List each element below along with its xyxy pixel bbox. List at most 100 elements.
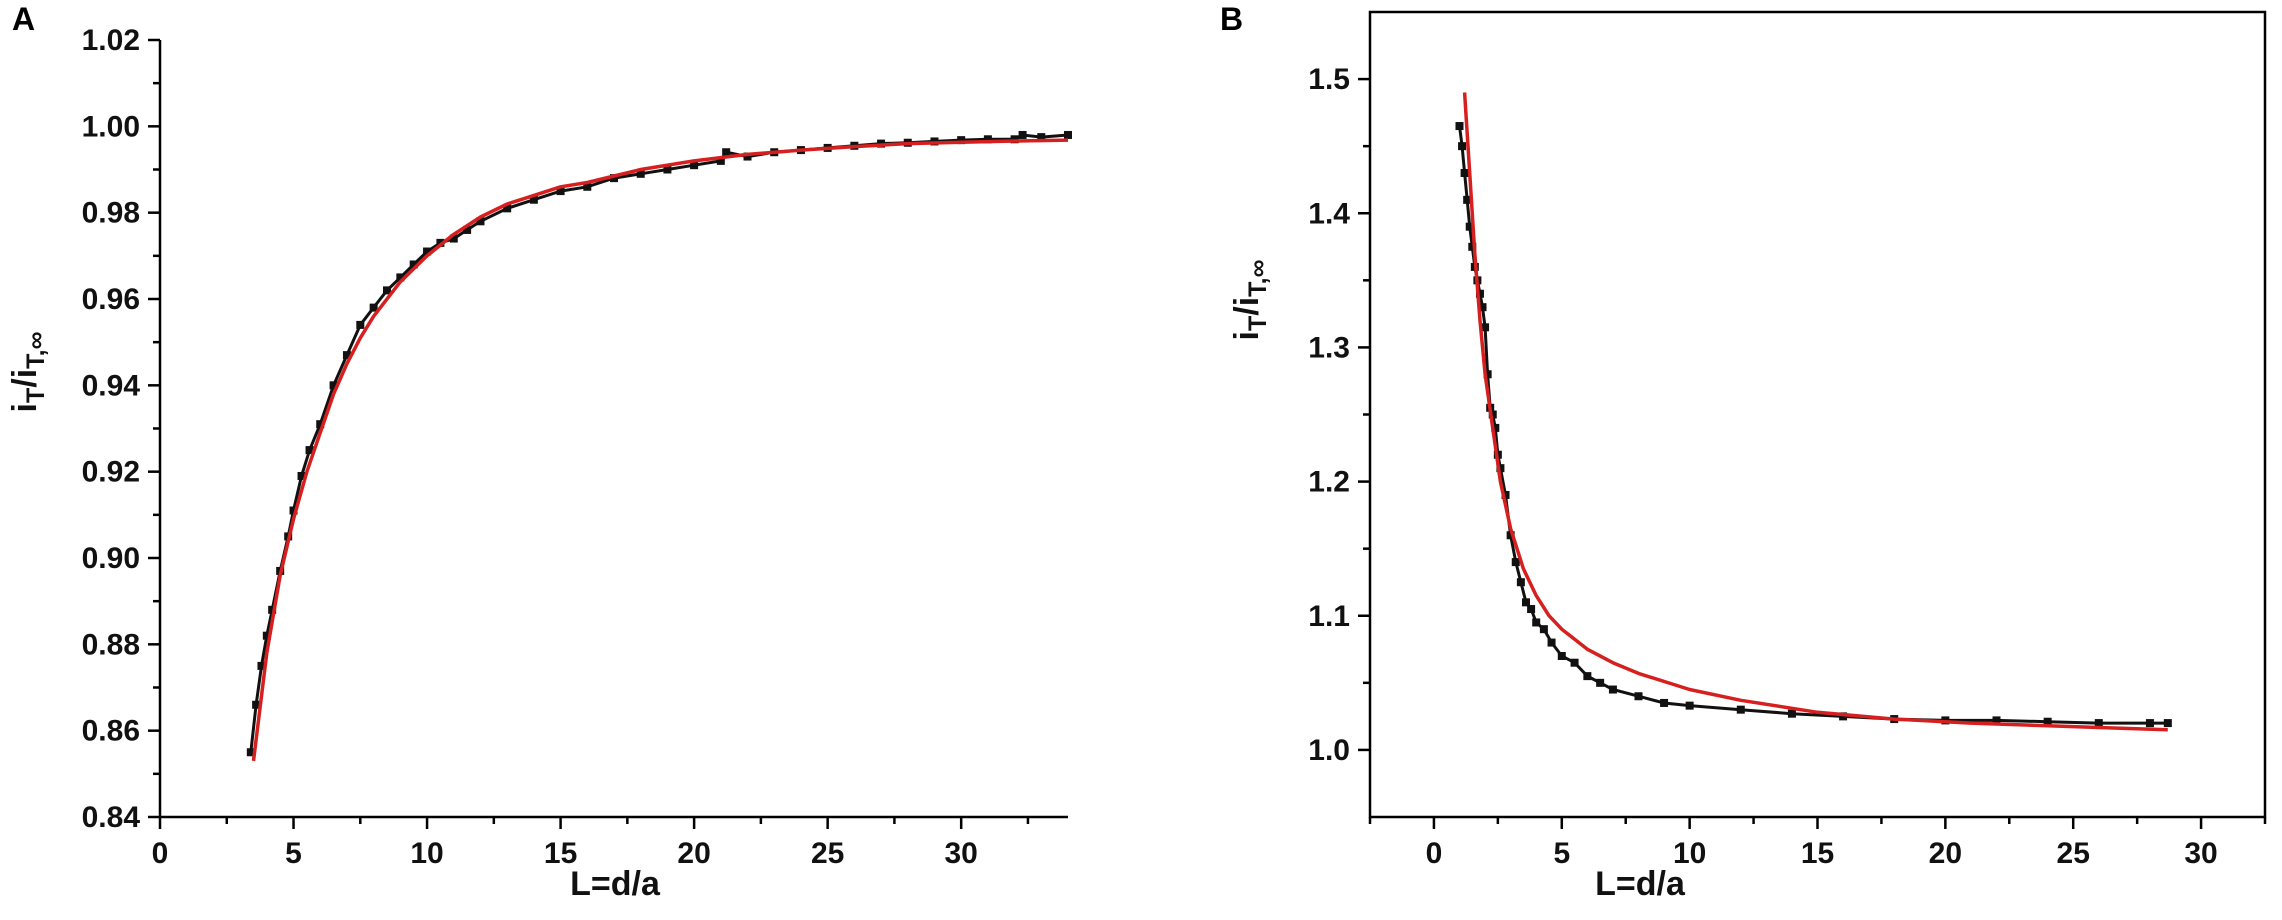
data-point-b	[1570, 658, 1579, 667]
data-point-b	[1685, 701, 1694, 710]
data-point-b	[2094, 719, 2103, 728]
data-point-a	[463, 225, 472, 234]
data-point-a	[297, 471, 306, 480]
data-point-a	[369, 303, 378, 312]
series-group-a	[246, 130, 1072, 762]
x-tick-label-b: 15	[1801, 837, 1834, 870]
axes-a: 0 5 10 15 20 25 30 0.84 0.86 0.88 0.90 0.92 0.94 0.96…	[82, 24, 1068, 870]
x-tick-label-a: 30	[944, 837, 977, 870]
x-tick-label-b: 0	[1426, 837, 1443, 870]
data-point-b	[1557, 652, 1566, 660]
y-tick-label-a: 0.90	[82, 542, 140, 575]
data-point-a	[1064, 130, 1072, 139]
y-axis-title-b-base1: i	[1228, 331, 1266, 340]
data-point-b	[1634, 692, 1643, 701]
y-tick-label-b: 1.3	[1308, 331, 1350, 364]
x-tick-label-a: 5	[285, 837, 302, 870]
data-point-b	[2163, 719, 2172, 728]
data-point-b	[1521, 598, 1530, 607]
data-point-a	[1037, 133, 1046, 142]
data-point-a	[252, 700, 261, 709]
panel-label-b: B	[1220, 1, 1243, 37]
x-tick-label-b: 10	[1673, 837, 1706, 870]
data-point-b	[1839, 712, 1848, 721]
y-axis-title-a: iT/iT,∞	[6, 332, 50, 413]
data-point-a	[396, 273, 405, 282]
fit-line-a	[251, 138, 1069, 762]
y-axis-title-b: iT/iT,∞	[1228, 260, 1272, 341]
x-tick-label-b: 20	[1929, 837, 1962, 870]
x-tick-label-b: 30	[2184, 837, 2217, 870]
y-tick-label-b: 1.5	[1308, 63, 1350, 96]
data-point-a	[957, 136, 966, 145]
data-point-b	[1491, 423, 1500, 432]
chart-panel-b: B 0 5 10 15 20 25 30 1.0 1.1 1.2 1.3 1.4 1.5 L=d/a i…	[1220, 1, 2267, 903]
x-axis-title-b: L=d/a	[1595, 865, 1686, 903]
y-axis-title-a-base1: i	[6, 403, 44, 412]
data-point-a	[257, 661, 266, 670]
data-point-b	[1468, 242, 1477, 251]
y-tick-label-a: 1.02	[82, 24, 140, 57]
data-point-a	[583, 182, 592, 191]
data-point-b	[1465, 222, 1474, 231]
data-point-a	[663, 165, 672, 174]
x-tick-label-b: 5	[1553, 837, 1570, 870]
data-point-a	[636, 169, 645, 178]
data-point-b	[1511, 558, 1520, 567]
x-tick-label-a: 10	[410, 837, 443, 870]
y-tick-label-a: 0.94	[82, 369, 141, 402]
x-tick-label-a: 25	[811, 837, 844, 870]
data-point-a	[529, 195, 538, 204]
data-point-b	[1596, 678, 1605, 687]
x-tick-label-a: 15	[544, 837, 577, 870]
x-tick-label-a: 0	[152, 837, 169, 870]
data-point-a	[383, 286, 391, 295]
y-tick-label-a: 0.98	[82, 197, 140, 230]
data-point-a	[476, 217, 485, 226]
data-point-b	[1608, 685, 1617, 694]
y-tick-label-b: 1.2	[1308, 466, 1350, 499]
data-point-b	[1547, 638, 1556, 647]
data-point-b	[1736, 705, 1745, 714]
y-tick-label-a: 0.88	[82, 628, 140, 661]
data-point-b	[1458, 142, 1467, 151]
data-point-a	[342, 351, 351, 360]
y-tick-label-a: 1.00	[82, 110, 140, 143]
y-tick-label-b: 1.1	[1308, 600, 1350, 633]
data-point-b	[1496, 464, 1505, 473]
data-point-b	[1583, 672, 1592, 681]
data-point-a	[305, 446, 314, 455]
data-point-a	[556, 187, 565, 196]
data-point-a	[268, 605, 277, 614]
y-tick-label-a: 0.86	[82, 715, 140, 748]
data-point-a	[246, 748, 255, 757]
axes-b: 0 5 10 15 20 25 30 1.0 1.1 1.2 1.3 1.4 1.5	[1308, 10, 2267, 870]
data-point-a	[716, 156, 725, 165]
chart-panel-a: A 0 5 10 15 20 25 30 0.84 0.86 0.88 0.90 0.92 0.94 0.…	[6, 1, 1072, 903]
data-point-b	[1475, 289, 1484, 298]
data-point-b	[1460, 169, 1469, 177]
data-point-a	[743, 152, 752, 161]
series-group-b	[1455, 92, 2172, 732]
data-point-b	[1481, 323, 1490, 332]
data-point-b	[1455, 122, 1464, 131]
y-tick-label-b: 1.0	[1308, 734, 1350, 767]
data-point-a	[983, 135, 992, 144]
data-point-b	[1506, 531, 1515, 540]
data-point-b	[1787, 709, 1796, 718]
y-axis-title-a-sub2: T,∞	[22, 332, 50, 369]
plot-frame-b	[1368, 10, 2267, 819]
data-point-b	[1463, 195, 1472, 204]
data-point-a	[449, 234, 458, 243]
data-point-b	[1539, 625, 1548, 634]
data-point-a	[503, 204, 512, 213]
data-point-a	[262, 631, 271, 640]
x-axis-title-a: L=d/a	[570, 865, 661, 903]
data-point-b	[1527, 605, 1536, 614]
y-tick-label-a: 0.84	[82, 801, 141, 834]
data-point-b	[1660, 698, 1669, 707]
y-tick-label-a: 0.92	[82, 456, 140, 489]
y-axis-title-b-sub1: T	[1244, 316, 1272, 331]
experimental-line-a	[249, 133, 1069, 753]
